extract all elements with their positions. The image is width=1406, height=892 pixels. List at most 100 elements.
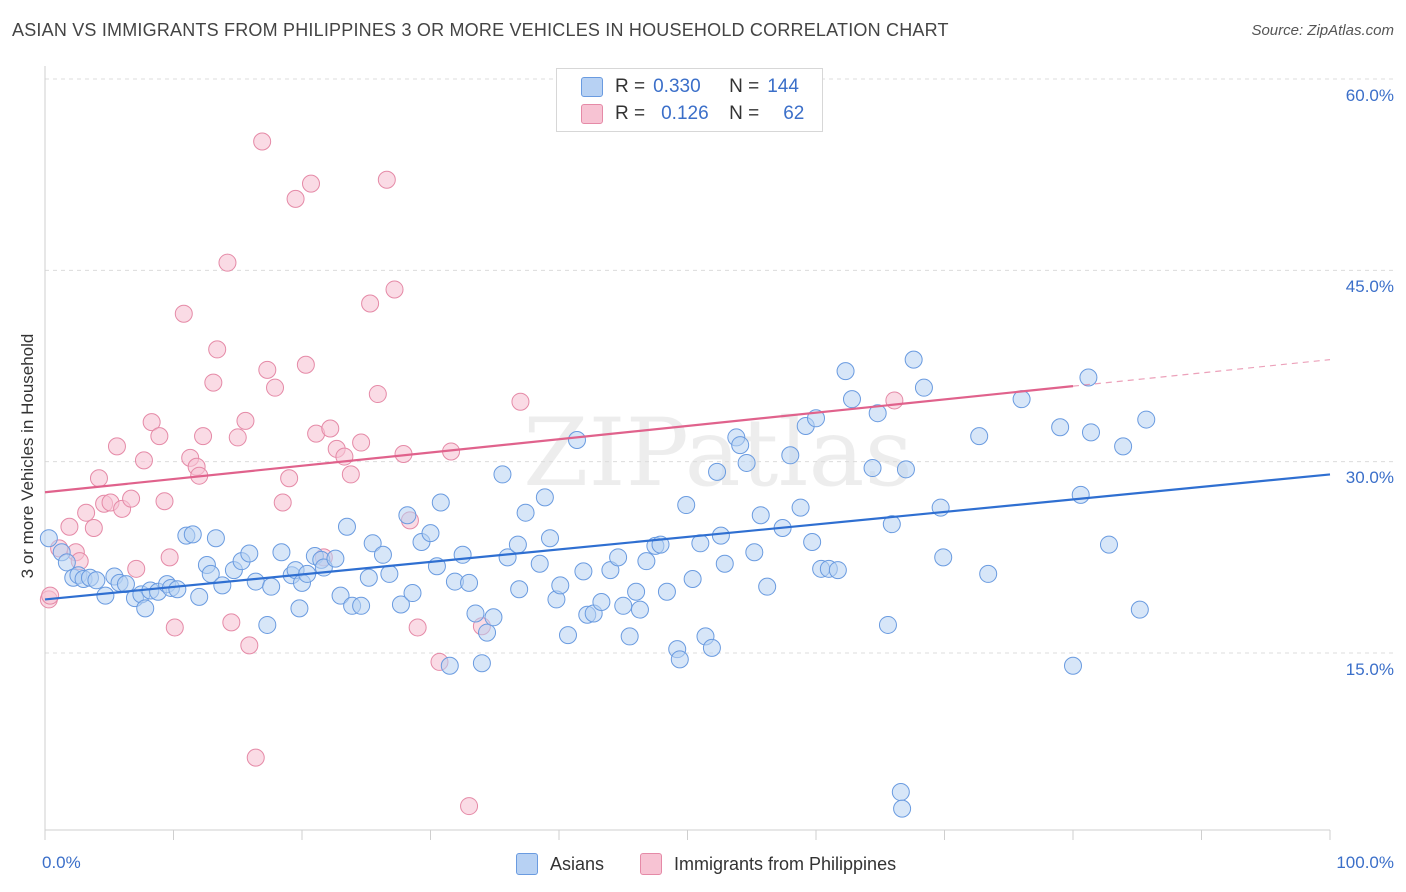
asian-point: [535, 488, 554, 507]
asian-point: [1064, 656, 1082, 675]
asian-point: [484, 608, 503, 627]
asian-point: [326, 549, 345, 568]
asian-point: [592, 592, 611, 611]
asian-point: [737, 453, 756, 472]
asian-point: [1071, 485, 1090, 504]
asian-point: [440, 656, 459, 675]
asian-point: [702, 638, 721, 657]
asian-point: [57, 553, 76, 572]
asian-point: [979, 564, 998, 583]
philippines-point: [321, 419, 340, 438]
asian-point: [904, 350, 923, 369]
philippines-swatch: [581, 104, 603, 124]
philippines-point: [296, 355, 315, 374]
asian-point: [828, 561, 847, 580]
philippines-point: [240, 636, 259, 655]
asian-point: [398, 506, 417, 525]
philippines-point: [165, 618, 184, 637]
philippines-point: [385, 280, 404, 299]
philippines-point: [194, 427, 213, 446]
asian-point: [574, 562, 593, 581]
asian-point: [791, 498, 810, 517]
asian-point: [803, 533, 822, 552]
philippines-legend-swatch: [640, 853, 662, 875]
asian-point: [359, 568, 378, 587]
philippines-point: [60, 517, 79, 536]
philippines-point: [377, 170, 396, 189]
asian-point: [630, 600, 649, 619]
legend-n-value: 62: [783, 103, 805, 124]
asian-point: [508, 535, 527, 554]
philippines-point: [77, 503, 96, 522]
asian-point: [453, 545, 472, 564]
philippines-point: [460, 797, 479, 816]
asian-point: [1079, 368, 1098, 387]
asian-point: [472, 654, 491, 673]
watermark: ZIPatlas: [523, 399, 913, 508]
asian-point: [541, 529, 560, 548]
asian-point: [337, 517, 356, 536]
asian-point: [403, 584, 422, 603]
asian-point: [493, 465, 512, 484]
philippines-point: [127, 559, 146, 578]
philippines-point: [228, 428, 247, 447]
asian-point: [731, 436, 750, 455]
legend-r-value: 0.126: [661, 103, 709, 124]
philippines-point: [41, 586, 60, 605]
asian-point: [168, 580, 187, 599]
philippines-point: [280, 469, 299, 488]
philippines-point: [253, 132, 272, 151]
asian-point: [258, 615, 277, 634]
asian-point: [882, 515, 901, 534]
asian-point: [1081, 423, 1100, 442]
philippines-point: [155, 492, 174, 511]
watermark-text: ZIPatlas: [523, 399, 913, 508]
asian-point: [1051, 418, 1070, 437]
asian-point: [637, 552, 656, 571]
legend-n-label: N =: [729, 103, 760, 124]
asian-point: [39, 529, 58, 548]
asian-point: [213, 576, 232, 595]
philippines-point: [204, 373, 223, 392]
asian-point: [290, 599, 309, 618]
y-tick-label-15: 15.0%: [1345, 660, 1394, 679]
asian-point: [896, 460, 915, 479]
asian-point: [1137, 410, 1156, 429]
legend-r-label: R =: [615, 76, 646, 97]
philippines-point: [258, 360, 277, 379]
asian-point: [751, 506, 770, 525]
asian-point: [516, 503, 535, 522]
asian-point: [1012, 390, 1031, 409]
philippines-point: [301, 174, 320, 193]
philippines-point: [218, 253, 237, 272]
philippines-point: [266, 378, 285, 397]
asian-point: [240, 544, 259, 563]
asian-point: [558, 626, 577, 645]
asian-point: [781, 446, 800, 465]
philippines-point: [352, 433, 371, 452]
philippines-point: [89, 469, 108, 488]
trend-lines: [44, 359, 1331, 601]
legend-row-philippines: R = 0.126 N = 62: [581, 102, 804, 126]
asian-point: [460, 573, 479, 592]
legend-row-asians: R = 0.330 N = 144: [581, 75, 799, 99]
x-tick-label-max: 100.0%: [1336, 853, 1394, 872]
asians-legend-label: Asians: [550, 853, 605, 874]
asian-point: [891, 783, 910, 802]
asian-point: [1099, 535, 1118, 554]
correlation-legend: R = 0.330 N = 144 R = 0.126 N = 62: [556, 68, 823, 132]
asian-point: [431, 493, 450, 512]
asian-point: [683, 570, 702, 589]
philippines-point: [150, 427, 169, 446]
asian-point: [868, 404, 887, 423]
philippines-point: [361, 294, 380, 313]
asian-point: [567, 430, 586, 449]
asian-point: [87, 571, 106, 590]
asian-point: [914, 378, 933, 397]
philippines-point: [107, 437, 126, 456]
asian-point: [363, 534, 382, 553]
asian-point: [842, 390, 861, 409]
philippines-point: [273, 493, 292, 512]
asians-legend-swatch: [516, 853, 538, 875]
